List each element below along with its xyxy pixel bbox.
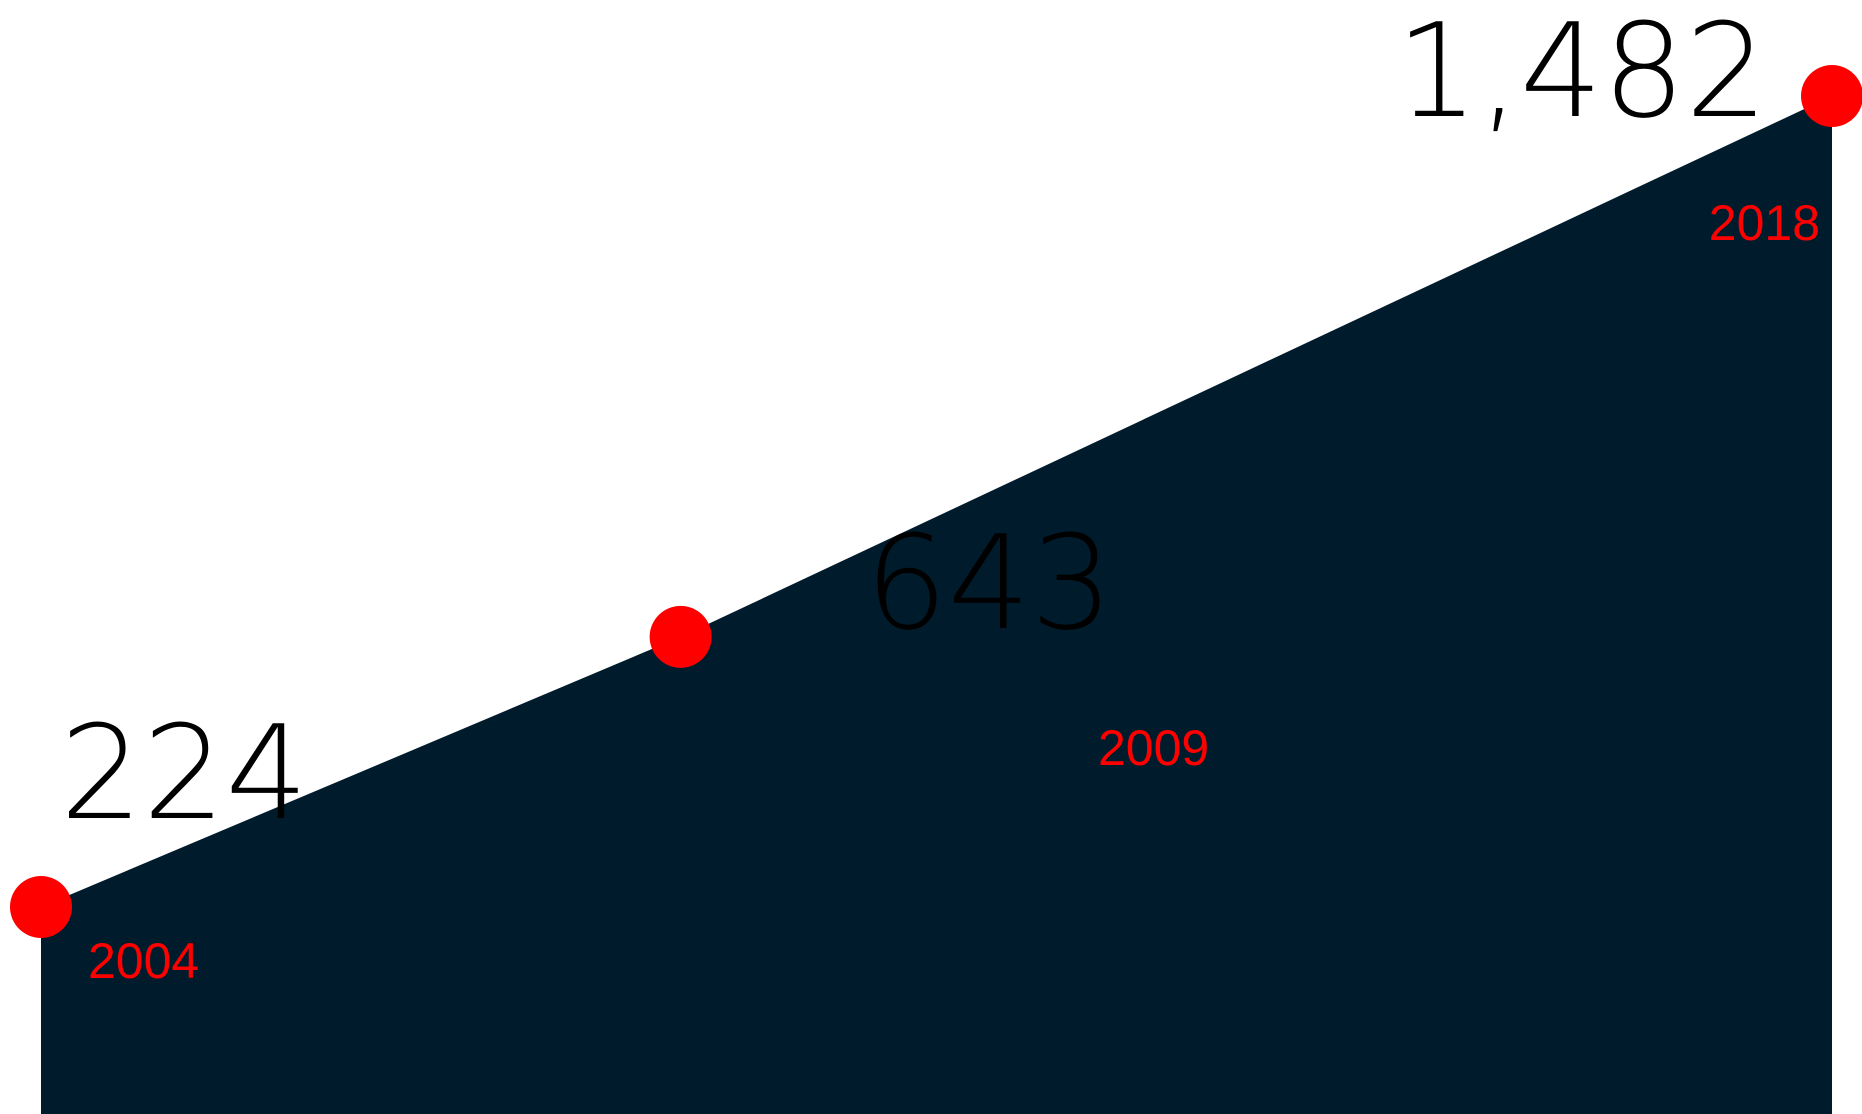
marker-2009: [649, 605, 712, 668]
year-label-2004: 2004: [88, 933, 199, 989]
area-fill: [41, 96, 1832, 1114]
year-label-2009: 2009: [1098, 720, 1209, 776]
value-label-2009: 643: [865, 507, 1113, 659]
data-labels: 224 2004 643 2009 1,482 2018: [60, 0, 1820, 989]
value-label-2004: 224: [60, 697, 308, 849]
marker-2004: [10, 876, 72, 938]
data-markers: [10, 65, 1862, 938]
year-label-2018: 2018: [1709, 195, 1820, 251]
value-label-2018: 1,482: [1396, 0, 1768, 147]
marker-2018: [1801, 65, 1862, 127]
